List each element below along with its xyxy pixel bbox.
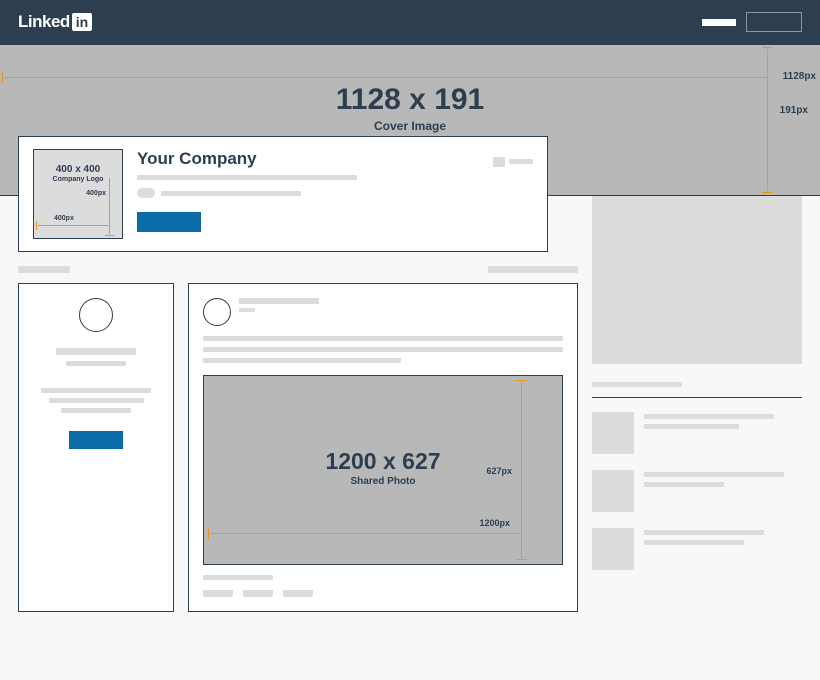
placeholder	[592, 382, 682, 387]
placeholder	[41, 388, 151, 393]
guide-cap	[762, 47, 773, 48]
linkedin-logo[interactable]: Linked in	[18, 12, 92, 32]
cover-height-label: 191px	[780, 105, 808, 116]
company-name: Your Company	[137, 149, 257, 169]
logo-width-guide	[38, 225, 108, 226]
shared-width-guide	[210, 533, 520, 534]
post-avatar-icon	[203, 298, 231, 326]
avatar-icon	[79, 298, 113, 332]
company-info: Your Company	[137, 149, 533, 239]
placeholder	[161, 191, 301, 196]
sidebar-divider	[592, 397, 802, 398]
guide-cap	[516, 559, 527, 560]
cover-dimensions: 1128 x 191	[336, 83, 485, 117]
shared-dimensions: 1200 x 627	[325, 448, 440, 475]
logo-height-label: 400px	[86, 190, 106, 197]
guide-cap	[2, 72, 3, 83]
tab-row	[18, 266, 578, 273]
placeholder	[644, 540, 744, 545]
cover-label-group: 1128 x 191 Cover Image	[336, 83, 485, 133]
shared-height-label: 627px	[486, 466, 512, 476]
action-placeholder[interactable]	[203, 590, 233, 597]
nav-link-placeholder[interactable]	[702, 19, 736, 26]
sidebar-item[interactable]	[592, 528, 802, 570]
post-header	[203, 298, 563, 326]
topbar-actions	[702, 12, 802, 32]
follow-button[interactable]	[137, 212, 201, 232]
sidebar-thumb	[592, 470, 634, 512]
placeholder	[203, 575, 273, 580]
shared-photo-area: 1200 x 627 Shared Photo 627px 1200px	[203, 375, 563, 565]
placeholder	[644, 424, 739, 429]
placeholder	[203, 336, 563, 341]
company-logo-box: 400 x 400 Company Logo 400px 400px	[33, 149, 123, 239]
placeholder-icon	[137, 188, 155, 198]
guide-cap	[516, 380, 527, 381]
placeholder	[644, 530, 764, 535]
logo-height-guide	[109, 178, 110, 234]
action-placeholder[interactable]	[243, 590, 273, 597]
guide-cap	[105, 235, 114, 236]
logo-suffix: in	[72, 13, 92, 31]
shared-width-label: 1200px	[479, 518, 510, 528]
shared-height-guide	[521, 382, 522, 558]
sidebar-item[interactable]	[592, 470, 802, 512]
guide-cap	[36, 221, 37, 230]
placeholder	[644, 482, 724, 487]
main-content: 400 x 400 Company Logo 400px 400px Your …	[0, 136, 820, 612]
placeholder	[509, 159, 533, 164]
company-card: 400 x 400 Company Logo 400px 400px Your …	[18, 136, 548, 252]
placeholder	[644, 472, 784, 477]
placeholder	[239, 298, 319, 304]
placeholder	[493, 157, 505, 167]
placeholder	[49, 398, 144, 403]
sidebar-item[interactable]	[592, 412, 802, 454]
placeholder	[61, 408, 131, 413]
shared-label-group: 1200 x 627 Shared Photo	[325, 448, 440, 487]
sidebar	[592, 196, 802, 612]
sidebar-thumb	[592, 412, 634, 454]
post-card: 1200 x 627 Shared Photo 627px 1200px	[188, 283, 578, 612]
logo-text: Linked	[18, 12, 70, 32]
feed-row: 1200 x 627 Shared Photo 627px 1200px	[18, 283, 578, 612]
placeholder	[203, 347, 563, 352]
cover-sublabel: Cover Image	[336, 119, 485, 133]
placeholder	[137, 175, 357, 180]
cover-width-label: 1128px	[783, 71, 816, 82]
tab-placeholder[interactable]	[488, 266, 578, 273]
guide-cap	[208, 528, 209, 539]
placeholder	[239, 308, 255, 312]
sidebar-thumb	[592, 528, 634, 570]
top-navbar: Linked in	[0, 0, 820, 44]
placeholder	[644, 414, 774, 419]
about-card	[18, 283, 174, 612]
placeholder	[66, 361, 126, 366]
action-button[interactable]	[69, 431, 123, 449]
logo-width-label: 400px	[54, 215, 74, 222]
placeholder	[56, 348, 136, 355]
main-column: 400 x 400 Company Logo 400px 400px Your …	[18, 136, 578, 612]
action-placeholder[interactable]	[283, 590, 313, 597]
cover-width-guide	[4, 77, 768, 78]
shared-sublabel: Shared Photo	[325, 476, 440, 487]
logo-dimensions: 400 x 400	[34, 164, 122, 175]
sidebar-ad-box	[592, 196, 802, 364]
placeholder	[203, 358, 401, 363]
tab-placeholder[interactable]	[18, 266, 70, 273]
nav-button-placeholder[interactable]	[746, 12, 802, 32]
